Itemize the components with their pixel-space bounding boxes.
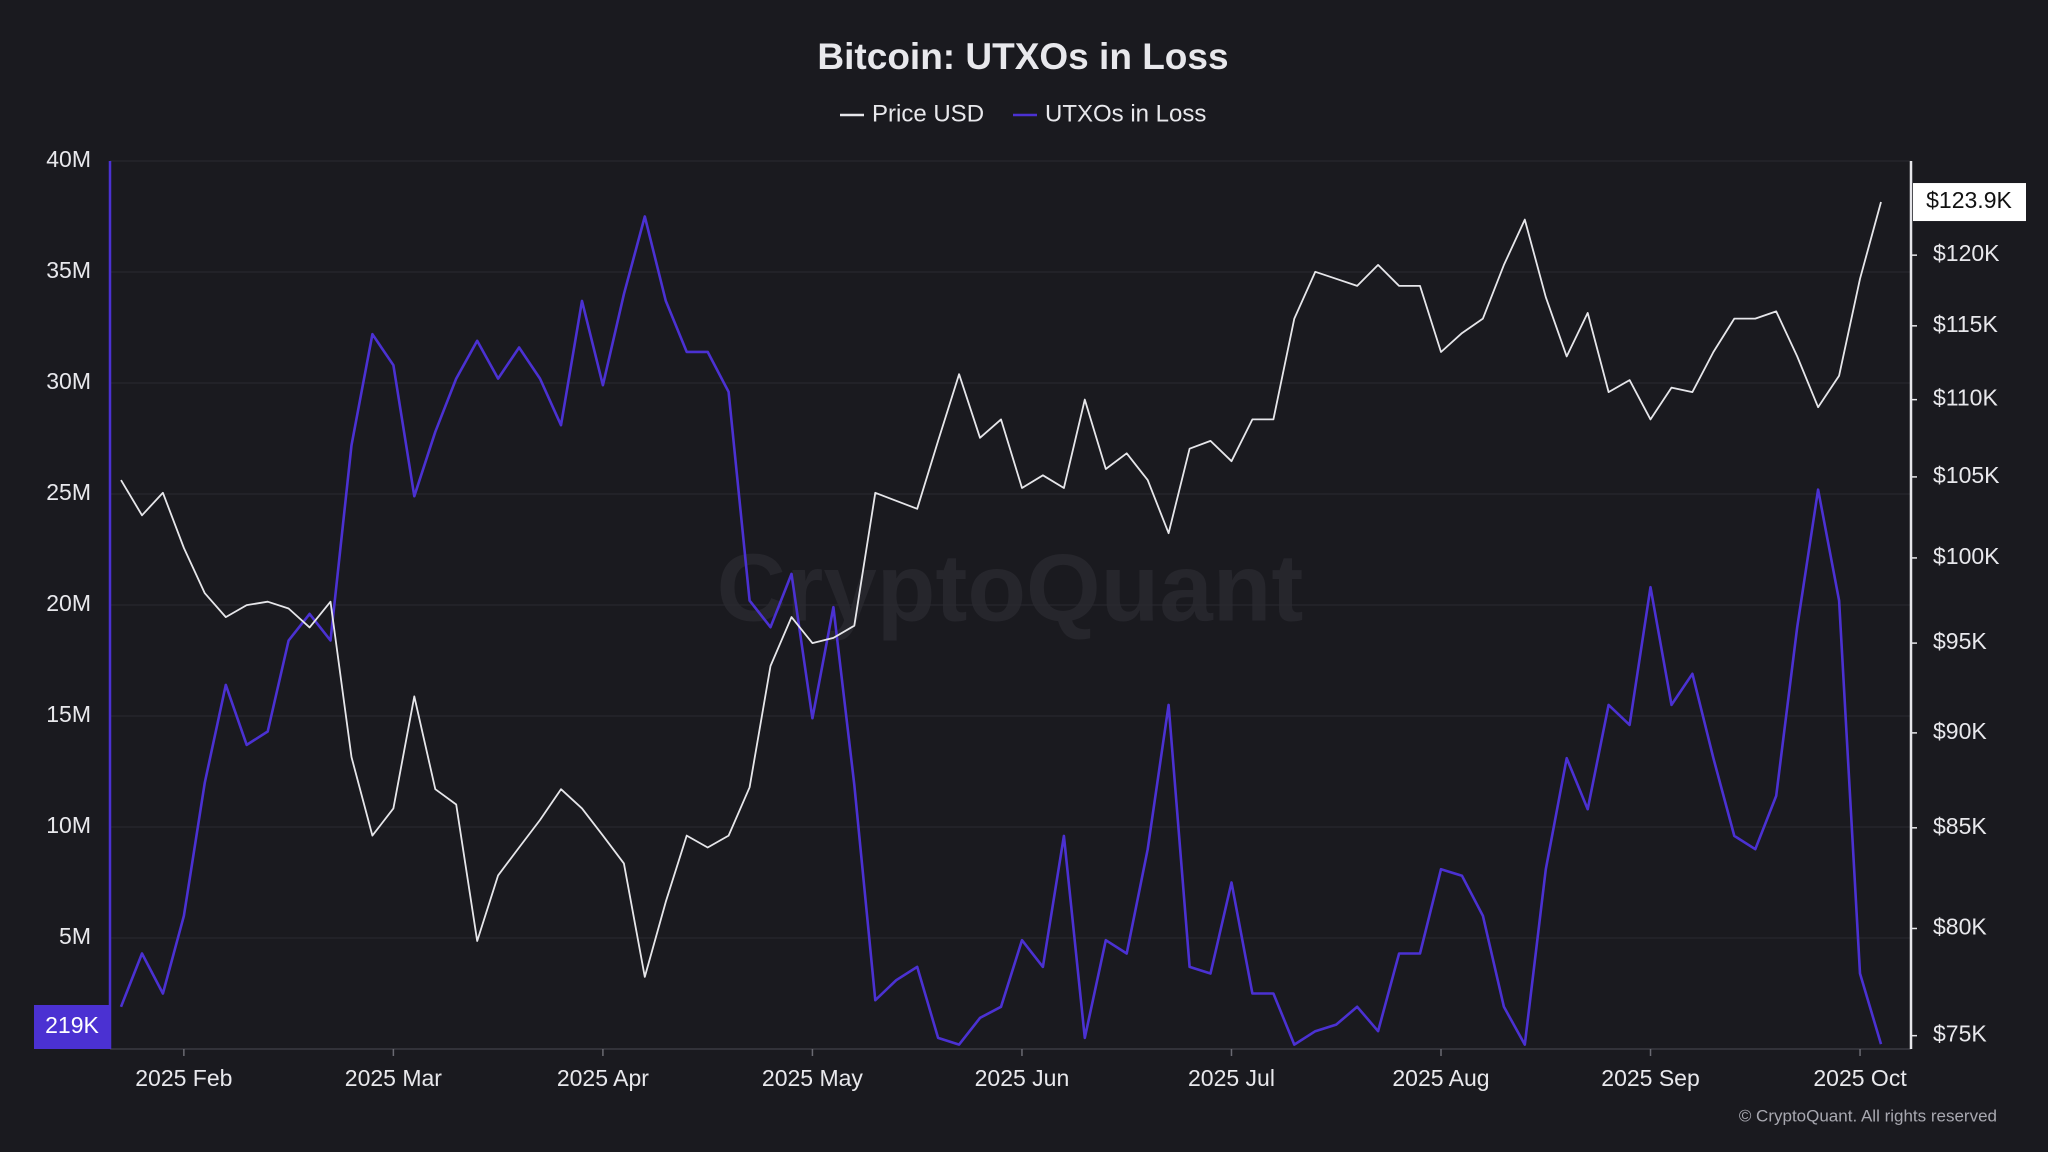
series-line (119, 215, 1883, 1046)
copyright: © CryptoQuant. All rights reserved (1739, 1106, 1997, 1125)
y-tick-label: 35M (46, 257, 91, 283)
x-tick-label: 2025 Apr (557, 1065, 649, 1091)
y2-tick-label: $105K (1933, 462, 2000, 488)
x-tick-label: 2025 Aug (1392, 1065, 1489, 1091)
x-tick-label: 2025 Jun (975, 1065, 1070, 1091)
legend-label: Price USD (872, 100, 984, 127)
last-value-label: $123.9K (1926, 187, 2012, 213)
x-tick-label: 2025 Feb (135, 1065, 232, 1091)
y2-tick-label: $95K (1933, 628, 1987, 654)
last-value-box (34, 1005, 110, 1049)
last-value-box (1913, 183, 2026, 222)
y-tick-label: 5M (59, 923, 91, 949)
x-tick-label: 2025 Oct (1813, 1065, 1907, 1091)
y2-tick-label: $80K (1933, 914, 1987, 940)
y2-tick-label: $110K (1933, 385, 1998, 411)
y2-tick-label: $90K (1933, 718, 1987, 744)
x-tick-label: 2025 Sep (1601, 1065, 1699, 1091)
y2-tick-label: $85K (1933, 813, 1987, 839)
y2-tick-label: $100K (1933, 543, 2000, 569)
last-value-label: 219K (45, 1012, 99, 1038)
y-tick-label: 20M (46, 590, 91, 616)
x-tick-label: 2025 Jul (1188, 1065, 1275, 1091)
last-value-tag: 219K (34, 1005, 110, 1049)
y2-tick-label: $75K (1933, 1021, 1987, 1047)
y-tick-label: 30M (46, 368, 91, 394)
y-tick-label: 40M (46, 146, 91, 172)
last-value-tag: $123.9K (1913, 183, 2026, 222)
legend-label: UTXOs in Loss (1045, 100, 1206, 127)
y-tick-label: 10M (46, 812, 91, 838)
chart-title: Bitcoin: UTXOs in Loss (817, 36, 1228, 77)
x-tick-label: 2025 May (762, 1065, 864, 1091)
x-tick-label: 2025 Mar (345, 1065, 443, 1091)
y2-tick-label: $120K (1933, 240, 2000, 266)
watermark: CryptoQuant (717, 534, 1304, 641)
y2-tick-label: $115K (1933, 311, 1998, 337)
series-line (120, 201, 1882, 978)
y-tick-label: 15M (46, 701, 91, 727)
y-tick-label: 25M (46, 479, 91, 505)
